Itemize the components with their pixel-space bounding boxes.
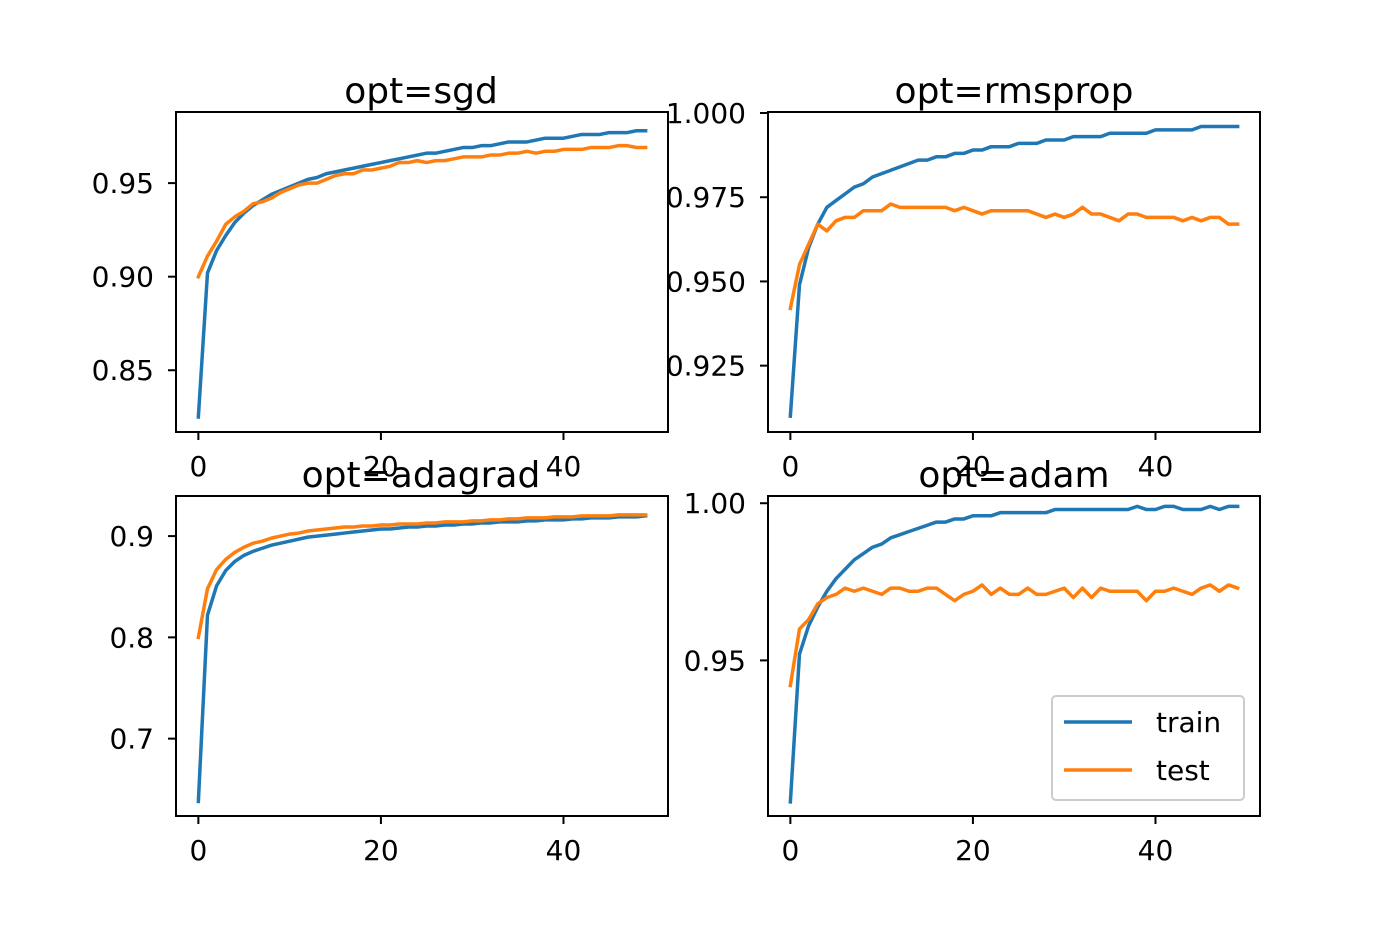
subplot-sgd: 0 20 40 0.85 0.90 0.95 opt=sgd xyxy=(92,71,669,483)
y-tick-label: 0.90 xyxy=(92,261,154,294)
y-tick-label: 1.000 xyxy=(666,97,746,130)
x-tick-label: 0 xyxy=(189,834,207,867)
series-line-train xyxy=(788,124,1240,419)
y-tick-label: 0.925 xyxy=(666,350,746,383)
y-tick-label: 1.00 xyxy=(684,487,746,520)
subplot-title: opt=sgd xyxy=(344,71,498,112)
x-tick-label: 20 xyxy=(955,450,991,483)
series-line-train xyxy=(196,513,648,804)
x-tick-label: 40 xyxy=(1138,834,1174,867)
x-tick-label: 20 xyxy=(955,834,991,867)
y-tick-label: 0.9 xyxy=(109,520,154,553)
series-line-train xyxy=(788,504,1240,804)
subplot-title: opt=rmsprop xyxy=(895,71,1134,112)
subplot-adagrad: 0 20 40 0.7 0.8 0.9 opt=adagrad xyxy=(109,455,669,867)
y-tick-label: 0.975 xyxy=(666,181,746,214)
x-tick-label: 20 xyxy=(363,834,399,867)
subplot-title: opt=adagrad xyxy=(302,455,541,496)
x-tick-label: 40 xyxy=(546,834,582,867)
x-tick-label: 0 xyxy=(189,450,207,483)
y-tick-label: 0.95 xyxy=(684,644,746,677)
axes-frame xyxy=(175,495,669,817)
series-line-train xyxy=(196,128,648,419)
axes-frame xyxy=(175,111,669,433)
x-tick-label: 0 xyxy=(781,834,799,867)
x-tick-label: 40 xyxy=(1138,450,1174,483)
x-tick-label: 20 xyxy=(363,450,399,483)
x-tick-label: 0 xyxy=(781,450,799,483)
y-tick-label: 0.95 xyxy=(92,167,154,200)
series-line-test xyxy=(788,202,1240,311)
y-tick-label: 0.8 xyxy=(109,621,154,654)
y-tick-label: 0.85 xyxy=(92,354,154,387)
axes-frame xyxy=(767,111,1261,433)
series-line-test xyxy=(196,513,648,640)
series-line-test xyxy=(788,583,1240,688)
y-tick-label: 0.950 xyxy=(666,265,746,298)
subplot-title: opt=adam xyxy=(918,455,1109,496)
legend-label-train: train xyxy=(1156,706,1221,739)
axes-frame xyxy=(767,495,1261,817)
legend: train test xyxy=(1051,695,1245,801)
x-tick-label: 40 xyxy=(546,450,582,483)
subplot-adam: 0 20 40 0.95 1.00 opt=adam train test xyxy=(684,455,1261,867)
legend-label-test: test xyxy=(1156,754,1210,787)
y-tick-label: 0.7 xyxy=(109,723,154,756)
subplot-rmsprop: 0 20 40 0.925 0.950 0.975 1.000 opt=rmsprop xyxy=(666,71,1261,483)
series-line-test xyxy=(196,143,648,279)
